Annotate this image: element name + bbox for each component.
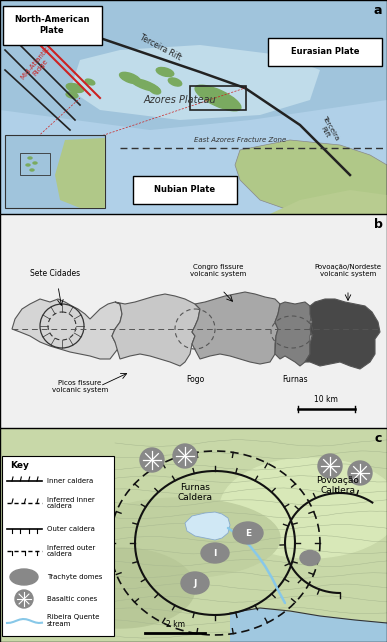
Polygon shape [0, 0, 387, 130]
Ellipse shape [131, 78, 159, 91]
Text: Povoação
Caldera: Povoação Caldera [317, 476, 360, 495]
FancyBboxPatch shape [268, 38, 382, 66]
Text: Key: Key [10, 461, 29, 470]
Text: a: a [374, 3, 382, 17]
Text: c: c [374, 431, 382, 444]
Ellipse shape [45, 548, 195, 628]
Polygon shape [112, 294, 200, 366]
FancyBboxPatch shape [3, 6, 102, 45]
Text: Eurasian Plate: Eurasian Plate [291, 48, 359, 56]
Bar [5, 135, 105, 208]
Ellipse shape [33, 162, 37, 164]
Ellipse shape [80, 498, 280, 578]
Polygon shape [305, 299, 380, 369]
Ellipse shape [30, 169, 34, 171]
Polygon shape [275, 302, 312, 366]
Text: East Azores Fracture Zone: East Azores Fracture Zone [194, 137, 286, 143]
Ellipse shape [149, 86, 161, 94]
Ellipse shape [156, 67, 174, 76]
Text: Terceira Rift: Terceira Rift [138, 33, 182, 63]
Polygon shape [12, 299, 122, 359]
Polygon shape [185, 512, 230, 540]
Circle shape [140, 448, 164, 472]
Ellipse shape [220, 458, 387, 558]
Polygon shape [70, 45, 320, 120]
Text: Furnas
Caldera: Furnas Caldera [178, 483, 212, 502]
Text: Mid-Atlantic
Ridge: Mid-Atlantic Ridge [20, 45, 57, 85]
Bar [2, 456, 114, 636]
Circle shape [173, 444, 197, 468]
Polygon shape [55, 138, 105, 208]
Text: J: J [194, 578, 197, 587]
Bar [190, 86, 246, 110]
Ellipse shape [195, 85, 241, 111]
Polygon shape [230, 608, 387, 642]
Text: Furnas: Furnas [282, 375, 308, 384]
Text: Outer caldera: Outer caldera [47, 526, 95, 532]
Ellipse shape [300, 550, 320, 566]
Polygon shape [235, 140, 387, 214]
Text: 2 km: 2 km [166, 620, 185, 629]
Text: Basaltic cones: Basaltic cones [47, 596, 97, 602]
Text: Picos fissure
volcanic system: Picos fissure volcanic system [52, 380, 108, 393]
Text: Inferred inner
caldera: Inferred inner caldera [47, 496, 95, 510]
Text: b: b [373, 218, 382, 230]
Text: North-American
Plate: North-American Plate [14, 15, 90, 35]
Ellipse shape [168, 78, 182, 86]
Ellipse shape [181, 572, 209, 594]
Ellipse shape [66, 83, 84, 92]
Circle shape [318, 454, 342, 478]
Text: Inferred outer
caldera: Inferred outer caldera [47, 544, 95, 557]
Ellipse shape [224, 101, 235, 109]
Ellipse shape [26, 164, 30, 166]
Text: E: E [245, 528, 251, 537]
Text: Nubian Plate: Nubian Plate [154, 186, 216, 195]
Text: Congro fissure
volcanic system: Congro fissure volcanic system [190, 264, 246, 277]
Circle shape [348, 461, 372, 485]
Ellipse shape [201, 543, 229, 563]
Text: Sete Cidades: Sete Cidades [30, 269, 80, 278]
Polygon shape [192, 292, 280, 364]
Polygon shape [270, 190, 387, 214]
Ellipse shape [85, 79, 95, 85]
Text: I: I [213, 548, 217, 557]
Text: 10 km: 10 km [314, 395, 338, 404]
FancyBboxPatch shape [133, 176, 237, 204]
Ellipse shape [120, 73, 140, 83]
Text: Trachyte domes: Trachyte domes [47, 574, 103, 580]
Text: Inner caldera: Inner caldera [47, 478, 93, 484]
Text: Povoação/Nordeste
volcanic system: Povoação/Nordeste volcanic system [315, 264, 382, 277]
Text: Terceira
Rift: Terceira Rift [315, 115, 341, 145]
Bar [20, 153, 50, 175]
Ellipse shape [233, 522, 263, 544]
Text: Fogo: Fogo [186, 375, 204, 384]
Circle shape [15, 590, 33, 608]
Ellipse shape [10, 569, 38, 585]
Text: Azores Plateau: Azores Plateau [144, 95, 216, 105]
Text: Ribeira Quente
stream: Ribeira Quente stream [47, 614, 99, 627]
Ellipse shape [66, 92, 78, 98]
Ellipse shape [28, 157, 32, 159]
